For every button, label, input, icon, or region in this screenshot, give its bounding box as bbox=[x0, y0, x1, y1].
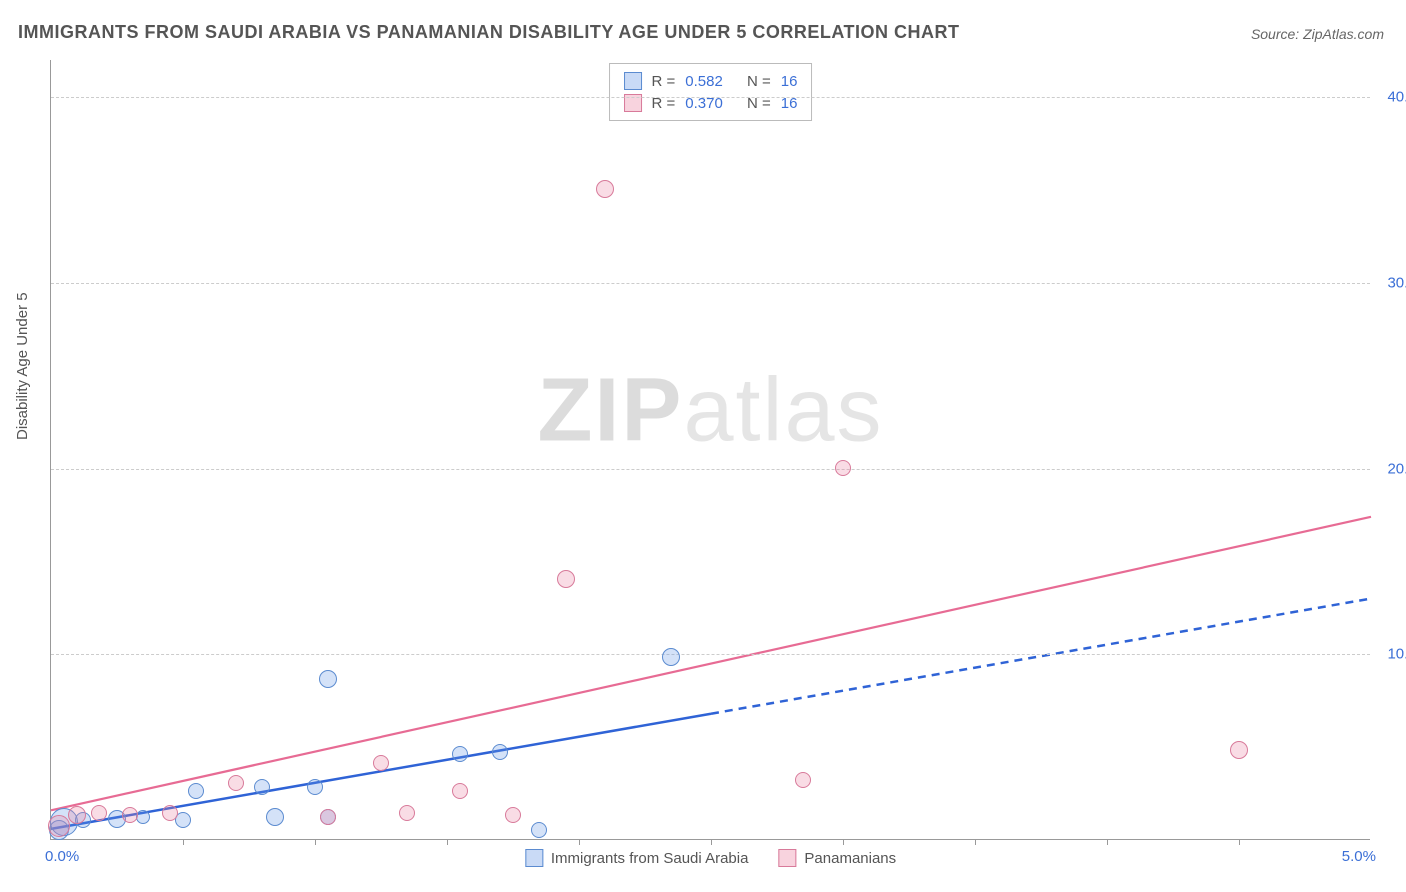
regression-lines-layer bbox=[51, 60, 1370, 839]
regression-line-panama bbox=[51, 517, 1371, 810]
legend-label-saudi: Immigrants from Saudi Arabia bbox=[551, 850, 749, 867]
data-point-panama bbox=[373, 755, 389, 771]
data-point-panama bbox=[452, 783, 468, 799]
x-tick bbox=[315, 839, 316, 845]
data-point-panama bbox=[320, 809, 336, 825]
x-tick bbox=[1239, 839, 1240, 845]
data-point-panama bbox=[399, 805, 415, 821]
x-tick bbox=[711, 839, 712, 845]
data-point-panama bbox=[596, 180, 614, 198]
data-point-panama bbox=[162, 805, 178, 821]
data-point-panama bbox=[557, 570, 575, 588]
y-tick-label: 40.0% bbox=[1387, 89, 1406, 106]
gridline bbox=[51, 469, 1370, 470]
y-tick-label: 30.0% bbox=[1387, 274, 1406, 291]
x-tick bbox=[183, 839, 184, 845]
plot-area: ZIPatlas R = 0.582 N = 16 R = 0.370 N = … bbox=[50, 60, 1370, 840]
data-point-panama bbox=[122, 807, 138, 823]
legend-item-saudi: Immigrants from Saudi Arabia bbox=[525, 849, 749, 867]
data-point-saudi bbox=[662, 648, 680, 666]
x-origin-label: 0.0% bbox=[45, 848, 79, 865]
data-point-saudi bbox=[319, 670, 337, 688]
legend-label-panama: Panamanians bbox=[804, 850, 896, 867]
data-point-panama bbox=[48, 815, 70, 837]
data-point-saudi bbox=[188, 783, 204, 799]
y-axis-label: Disability Age Under 5 bbox=[14, 292, 31, 440]
data-point-panama bbox=[68, 806, 86, 824]
x-tick bbox=[447, 839, 448, 845]
source-attribution: Source: ZipAtlas.com bbox=[1251, 26, 1384, 42]
data-point-saudi bbox=[307, 779, 323, 795]
gridline bbox=[51, 283, 1370, 284]
data-point-panama bbox=[505, 807, 521, 823]
gridline bbox=[51, 654, 1370, 655]
data-point-saudi bbox=[452, 746, 468, 762]
data-point-saudi bbox=[266, 808, 284, 826]
x-end-label: 5.0% bbox=[1342, 848, 1376, 865]
regression-line-saudi-solid bbox=[51, 714, 711, 829]
swatch-blue bbox=[525, 849, 543, 867]
legend-item-panama: Panamanians bbox=[778, 849, 896, 867]
swatch-pink bbox=[778, 849, 796, 867]
data-point-panama bbox=[795, 772, 811, 788]
data-point-panama bbox=[835, 460, 851, 476]
source-label: Source: bbox=[1251, 26, 1299, 42]
gridline bbox=[51, 97, 1370, 98]
x-tick bbox=[975, 839, 976, 845]
data-point-saudi bbox=[254, 779, 270, 795]
x-tick bbox=[843, 839, 844, 845]
data-point-panama bbox=[1230, 741, 1248, 759]
chart-title: IMMIGRANTS FROM SAUDI ARABIA VS PANAMANI… bbox=[18, 22, 960, 43]
chart-container: IMMIGRANTS FROM SAUDI ARABIA VS PANAMANI… bbox=[0, 0, 1406, 892]
x-tick bbox=[1107, 839, 1108, 845]
data-point-panama bbox=[91, 805, 107, 821]
y-tick-label: 20.0% bbox=[1387, 460, 1406, 477]
data-point-saudi bbox=[531, 822, 547, 838]
x-tick bbox=[579, 839, 580, 845]
series-legend: Immigrants from Saudi Arabia Panamanians bbox=[525, 849, 896, 867]
data-point-saudi bbox=[492, 744, 508, 760]
y-tick-label: 10.0% bbox=[1387, 646, 1406, 663]
data-point-panama bbox=[228, 775, 244, 791]
regression-line-saudi-dashed bbox=[711, 599, 1371, 714]
data-point-saudi bbox=[136, 810, 150, 824]
source-name: ZipAtlas.com bbox=[1303, 26, 1384, 42]
